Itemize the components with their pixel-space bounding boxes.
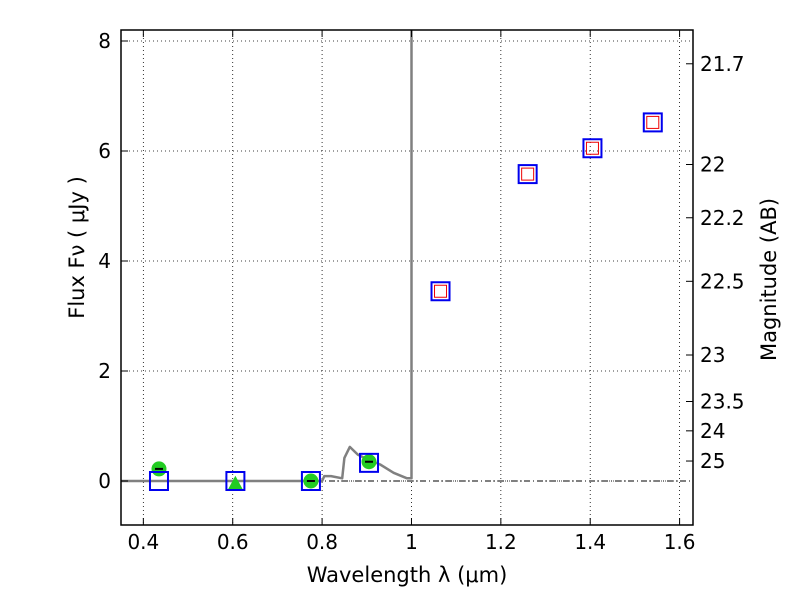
model-spectrum-layer	[121, 30, 413, 483]
x-tick-label: 1	[405, 530, 418, 554]
model-photometry-box	[300, 471, 321, 491]
mag-tick-label: 23.5	[700, 390, 745, 414]
mag-tick-label: 22	[700, 153, 725, 177]
y-tick-label: 6	[98, 139, 111, 163]
mag-tick-label: 24	[700, 419, 725, 443]
mag-tick-label: 22.2	[700, 206, 745, 230]
model-photometry-inner-box	[585, 141, 599, 155]
model-photometry-box	[225, 471, 246, 491]
right-axis-title: Magnitude (AB)	[757, 198, 781, 361]
model-photometry-box	[359, 452, 380, 473]
mag-tick-label: 22.5	[700, 269, 745, 293]
tick-layer: 0.4 0.6 0.8 1 1.2 1.4 1.60246821.72222.222.523…	[98, 29, 744, 554]
y-tick-label: 8	[98, 29, 111, 53]
y-tick-label: 2	[98, 359, 111, 383]
observed-points-layer	[151, 454, 377, 491]
plot-frame	[120, 29, 694, 526]
x-tick-label: 0.8	[306, 530, 338, 554]
x-tick-label: 1.2	[485, 530, 517, 554]
model-photometry-box	[148, 471, 169, 491]
x-tick-label: 0.6	[217, 530, 249, 554]
observed-point	[227, 475, 244, 491]
model-photometry-box	[430, 281, 451, 302]
x-tick-label: 1.4	[574, 530, 606, 554]
y-axis-title: Flux Fν ( μJy )	[65, 176, 89, 319]
x-tick-label: 0.4	[127, 530, 159, 554]
model-photometry-layer	[148, 112, 663, 491]
model-photometry-box	[517, 164, 538, 185]
model-photometry-box	[582, 138, 603, 159]
mag-tick-label: 25	[700, 449, 725, 473]
y-tick-label: 4	[98, 249, 111, 273]
model-photometry-inner-box	[521, 167, 535, 181]
model-spectrum-line	[121, 30, 413, 483]
x-tick-label: 1.6	[664, 530, 696, 554]
mag-tick-label: 21.7	[700, 52, 745, 76]
grid-layer	[121, 30, 693, 525]
x-axis-title: Wavelength λ (μm)	[307, 563, 508, 587]
model-photometry-box	[642, 112, 663, 133]
model-photometry-inner-box	[646, 115, 660, 129]
y-tick-label: 0	[98, 469, 111, 493]
mag-tick-label: 23	[700, 343, 725, 367]
model-photometry-inner-box	[434, 284, 448, 298]
